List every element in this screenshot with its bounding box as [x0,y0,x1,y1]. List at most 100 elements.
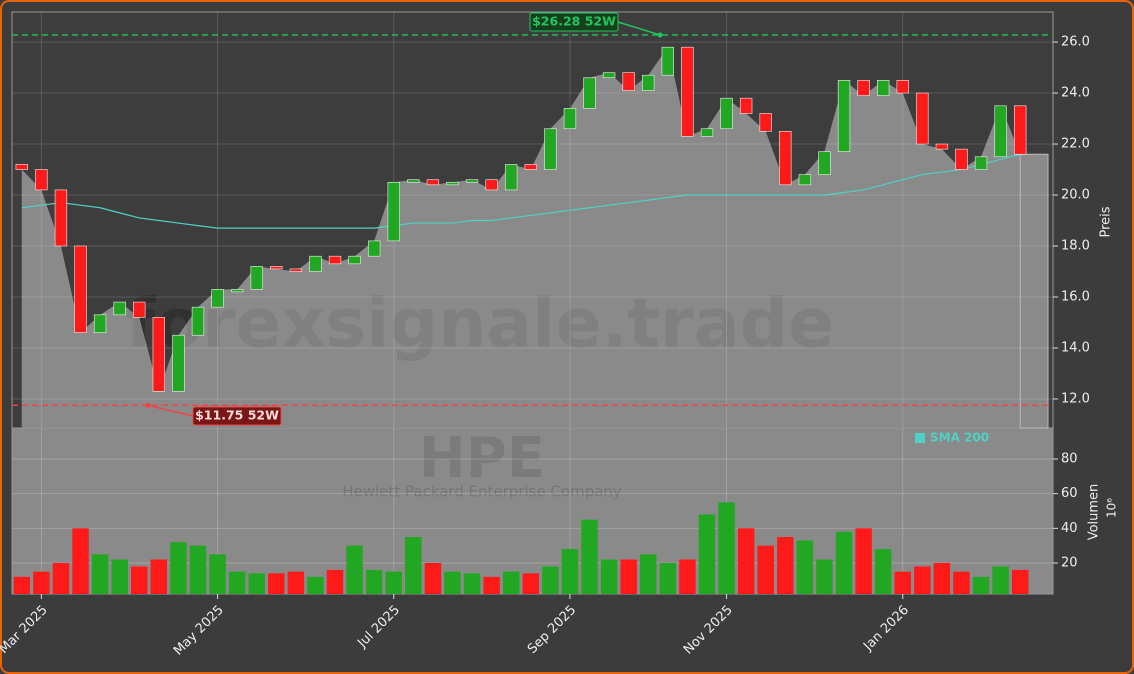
candle-body [407,179,420,183]
volume-bar [307,576,324,594]
candle-body [818,151,831,175]
candle-body [93,314,107,333]
volume-bar [737,528,755,594]
volume-bar [483,576,500,594]
volume-tick-label: 40 [1061,521,1078,536]
candle-body [289,268,303,272]
y-tick-label: 22.0 [1061,137,1090,152]
volume-bar [698,514,716,594]
volume-tick-label: 80 [1061,452,1078,467]
volume-bar [111,559,128,594]
candle-body [328,255,342,265]
volume-bar [170,542,187,594]
volume-tick-label: 60 [1061,486,1078,501]
y-axis-label: Preis [1099,206,1114,237]
volume-bar [600,559,618,594]
annotation-label: $26.28 52W [532,14,616,29]
candle-body [974,156,988,170]
candle-body [876,80,890,96]
volume-bar [228,571,246,594]
volume-bar [52,562,70,594]
volume-bar [150,559,168,594]
price-area [21,47,1021,428]
candle-body [465,179,479,183]
volume-bar [287,571,305,594]
volume-bar [91,554,109,594]
candle-body [230,289,244,293]
volume-bar [405,536,422,594]
candle-body [837,80,851,152]
volume-bar [189,545,207,594]
candle-body [35,169,48,191]
candle-body [916,92,929,145]
candle-body [896,80,909,94]
candle-body [113,301,126,316]
volume-bar [522,573,540,594]
y-tick-label: 12.0 [1061,391,1090,406]
candle-body [367,240,381,257]
volume-bar [894,571,911,594]
volume-bar [424,562,442,594]
volume-bar [346,545,363,594]
annotation-label: $11.75 52W [195,408,279,423]
ticker-watermark: HPE [419,426,545,491]
candle-body [15,164,28,170]
candle-body [798,174,812,186]
candle-body [191,306,205,336]
candle-body [642,74,655,91]
candle-body [172,334,185,392]
candle-body [524,164,537,170]
y-tick-label: 18.0 [1061,239,1090,254]
volume-bar [268,573,285,594]
y-tick-label: 14.0 [1061,340,1090,355]
candle-body [661,46,675,76]
candle-body [74,245,87,333]
volume-bar [326,569,344,594]
y-tick-label: 26.0 [1061,35,1090,50]
volume-bar [502,571,520,594]
volume-bar [131,566,148,594]
candle-body [1014,105,1027,155]
candle-body [700,128,714,137]
candle-body [250,266,263,290]
volume-bar [757,545,774,594]
volume-bar [679,559,696,594]
candle-body [583,77,596,109]
volume-bar [777,536,794,594]
volume-bar [248,573,265,594]
candle-body [935,143,949,150]
volume-bar [718,502,735,594]
annotation-box [529,12,619,32]
annotation-arrow [617,21,661,36]
volume-bar [659,562,677,594]
volume-bar [581,519,598,594]
legend-swatch [915,433,925,443]
volume-bar [953,571,970,594]
candle-body [563,108,577,130]
candle-body [485,179,498,191]
volume-bar [640,554,657,594]
candle-body [544,128,557,170]
volume-bar [444,571,461,594]
y-tick-label: 16.0 [1061,289,1090,304]
candle-body [857,80,870,96]
y-tick-label: 20.0 [1061,188,1090,203]
volume-bar [72,528,89,594]
candle-body [133,301,146,318]
volume-bar [209,554,226,594]
candle-body [622,72,635,91]
candle-body [681,46,694,137]
volume-bar [972,576,990,594]
annotation-box [192,406,282,426]
candle-body [720,97,733,130]
volume-bar [933,562,951,594]
candle-body [387,181,400,242]
company-watermark: Hewlett Packard Enterprise Company [342,483,622,501]
candle-body [602,72,616,79]
candle-body [446,181,459,186]
volume-bar [796,540,814,594]
candle-body [309,255,322,272]
volume-bar [992,566,1009,594]
sma-line [21,153,1021,229]
